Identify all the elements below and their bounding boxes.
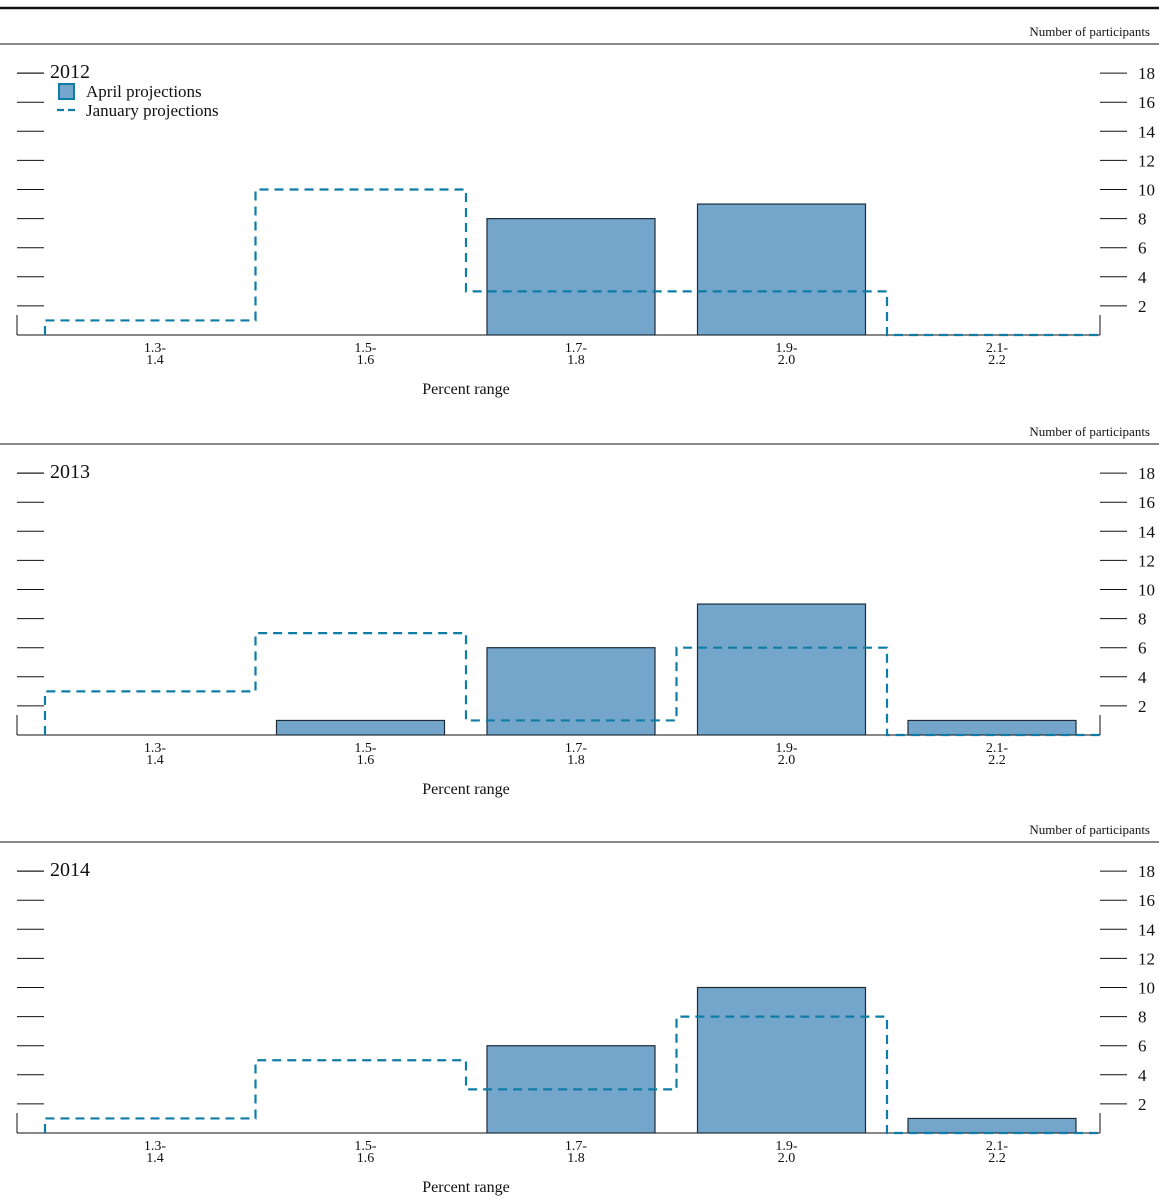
legend-january-label: January projections <box>86 101 219 120</box>
april-bar-3 <box>486 218 656 336</box>
april-bar-4 <box>696 203 867 336</box>
panel-year-label: 2013 <box>50 461 90 483</box>
xtick-label: 1.3-1.4 <box>144 741 167 768</box>
april-bar-3 <box>486 1045 656 1134</box>
legend-april-label: April projections <box>86 82 202 101</box>
xtick-label: 1.3-1.4 <box>144 341 167 368</box>
ytick-label: 16 <box>1138 493 1155 512</box>
ytick-label: 14 <box>1138 122 1156 141</box>
chart-panel-2012: Number of participants 2012 2 4 6 8 10 12 14 16 18… <box>0 24 1159 398</box>
ytick-label: 8 <box>1138 610 1147 629</box>
ytick-label: 8 <box>1138 210 1147 229</box>
xtick-label: 1.3-1.4 <box>144 1139 167 1166</box>
ytick-label: 16 <box>1138 891 1155 910</box>
xtick-label: 2.1-2.2 <box>986 1139 1009 1166</box>
chart-panel-2013: Number of participants 2013 2 4 6 8 10 12 14 16 18… <box>0 424 1159 798</box>
april-bar-5 <box>907 1117 1077 1134</box>
xtick-label: 2.1-2.2 <box>986 741 1009 768</box>
ytick-label: 2 <box>1138 697 1147 716</box>
chart-panel-2014: Number of participants 2014 2 4 6 8 10 12 14 16 18… <box>0 822 1159 1196</box>
ytick-label: 4 <box>1138 1066 1147 1085</box>
ytick-label: 16 <box>1138 93 1155 112</box>
xtick-label: 2.1-2.2 <box>986 341 1009 368</box>
xtick-label: 1.7-1.8 <box>565 1139 588 1166</box>
ytick-label: 8 <box>1138 1008 1147 1027</box>
april-bar-3 <box>486 647 656 736</box>
xtick-label: 1.9-2.0 <box>775 341 798 368</box>
ytick-label: 18 <box>1138 64 1155 83</box>
april-bar-4 <box>696 986 867 1134</box>
panel-year-label: 2012 <box>50 61 90 83</box>
xtick-label: 1.9-2.0 <box>775 1139 798 1166</box>
ytick-label: 6 <box>1138 1037 1147 1056</box>
xtick-label: 1.9-2.0 <box>775 741 798 768</box>
ytick-label: 4 <box>1138 268 1147 287</box>
x-axis-label: Percent range <box>422 781 510 798</box>
xtick-label: 1.5-1.6 <box>354 341 377 368</box>
ytick-label: 14 <box>1138 920 1156 939</box>
ytick-label: 12 <box>1138 551 1155 570</box>
xtick-label: 1.7-1.8 <box>565 741 588 768</box>
january-step-line <box>43 632 1100 737</box>
unit-label: Number of participants <box>1029 822 1150 837</box>
april-bar-5 <box>907 719 1077 736</box>
xtick-label: 1.7-1.8 <box>565 341 588 368</box>
april-bar-2 <box>275 719 446 736</box>
january-step-line <box>43 1015 1100 1135</box>
xtick-label: 1.5-1.6 <box>354 741 377 768</box>
ytick-label: 6 <box>1138 639 1147 658</box>
january-step-line <box>43 188 1100 337</box>
ytick-label: 2 <box>1138 297 1147 316</box>
ytick-label: 4 <box>1138 668 1147 687</box>
unit-label: Number of participants <box>1029 424 1150 439</box>
ytick-label: 10 <box>1138 581 1155 600</box>
ytick-label: 14 <box>1138 522 1156 541</box>
unit-label: Number of participants <box>1029 24 1150 39</box>
ytick-label: 10 <box>1138 181 1155 200</box>
april-bar-4 <box>696 603 867 736</box>
x-axis-label: Percent range <box>422 1179 510 1196</box>
ytick-label: 2 <box>1138 1095 1147 1114</box>
ytick-label: 6 <box>1138 239 1147 258</box>
x-axis-label: Percent range <box>422 381 510 398</box>
legend-april-swatch <box>58 83 75 100</box>
ytick-label: 18 <box>1138 862 1155 881</box>
panel-year-label: 2014 <box>50 859 90 881</box>
ytick-label: 12 <box>1138 949 1155 968</box>
ytick-label: 12 <box>1138 151 1155 170</box>
xtick-label: 1.5-1.6 <box>354 1139 377 1166</box>
ytick-label: 10 <box>1138 979 1155 998</box>
ytick-label: 18 <box>1138 464 1155 483</box>
